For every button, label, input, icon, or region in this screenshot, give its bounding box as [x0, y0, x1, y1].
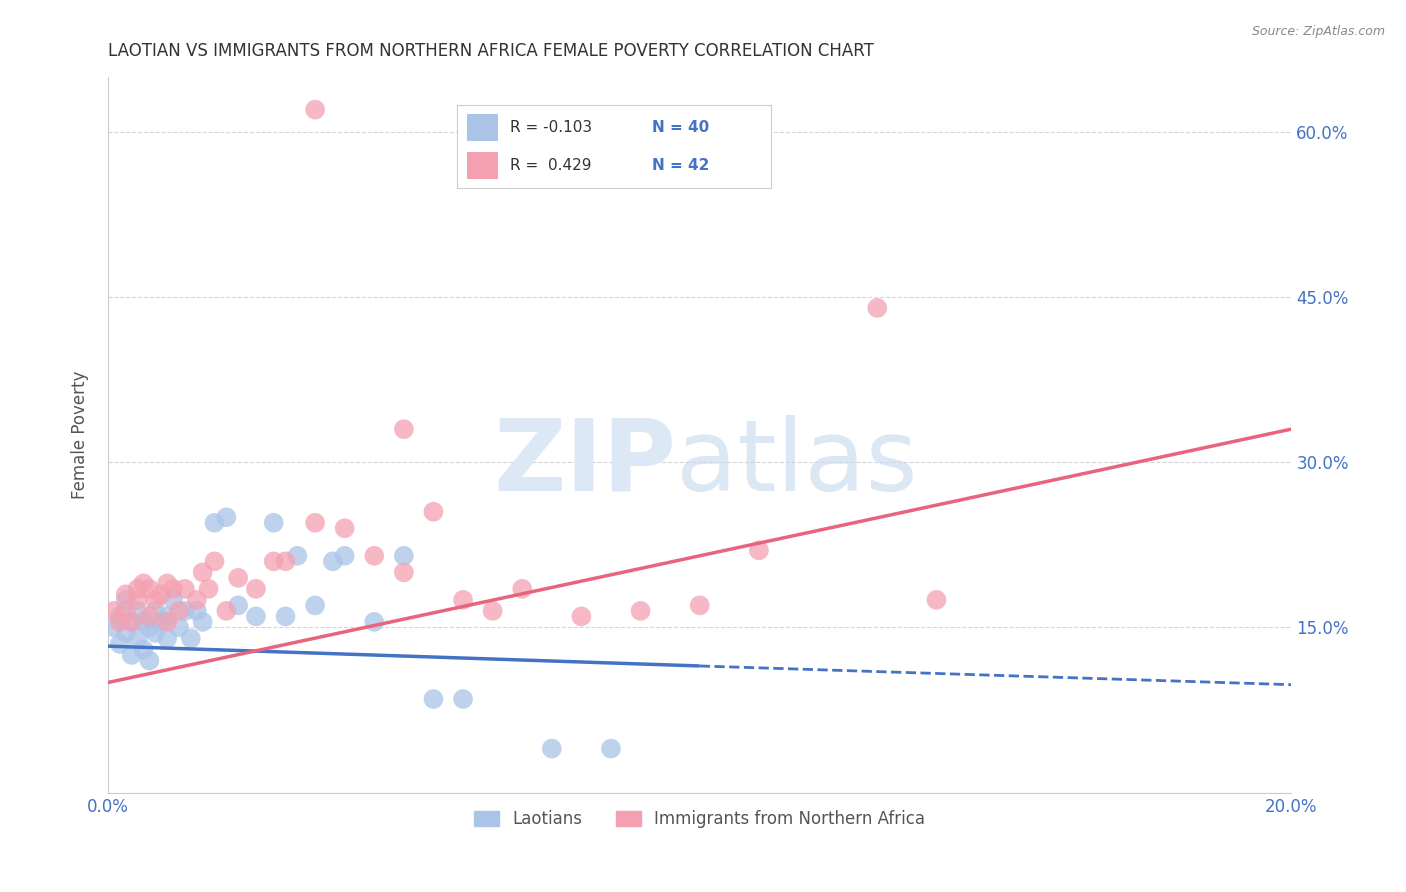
Point	[689, 599, 711, 613]
Point	[392, 422, 415, 436]
Point	[114, 626, 136, 640]
Point	[143, 592, 166, 607]
Point	[215, 510, 238, 524]
Point	[138, 620, 160, 634]
Point	[304, 516, 326, 530]
Point	[748, 543, 770, 558]
Point	[138, 582, 160, 596]
Point	[121, 615, 143, 629]
Point	[191, 566, 214, 580]
Point	[174, 582, 197, 596]
Point	[304, 103, 326, 117]
Point	[925, 592, 948, 607]
Point	[510, 582, 533, 596]
Point	[363, 549, 385, 563]
Point	[127, 582, 149, 596]
Point	[127, 604, 149, 618]
Point	[162, 592, 184, 607]
Point	[204, 516, 226, 530]
Point	[226, 571, 249, 585]
Point	[600, 741, 623, 756]
Point	[226, 599, 249, 613]
Point	[186, 592, 208, 607]
Point	[363, 615, 385, 629]
Point	[180, 632, 202, 646]
Point	[121, 648, 143, 662]
Point	[422, 505, 444, 519]
Text: Source: ZipAtlas.com: Source: ZipAtlas.com	[1251, 25, 1385, 38]
Point	[121, 615, 143, 629]
Point	[245, 609, 267, 624]
Point	[132, 642, 155, 657]
Text: atlas: atlas	[676, 415, 918, 512]
Point	[138, 609, 160, 624]
Point	[451, 592, 474, 607]
Point	[108, 609, 131, 624]
Point	[143, 604, 166, 618]
Point	[114, 592, 136, 607]
Point	[127, 592, 149, 607]
Point	[167, 604, 190, 618]
Text: ZIP: ZIP	[494, 415, 676, 512]
Point	[322, 554, 344, 568]
Point	[274, 609, 297, 624]
Point	[263, 554, 285, 568]
Point	[127, 632, 149, 646]
Point	[167, 620, 190, 634]
Point	[245, 582, 267, 596]
Point	[114, 587, 136, 601]
Point	[540, 741, 562, 756]
Point	[392, 566, 415, 580]
Point	[569, 609, 592, 624]
Point	[392, 549, 415, 563]
Point	[481, 604, 503, 618]
Point	[451, 692, 474, 706]
Point	[108, 637, 131, 651]
Point	[333, 521, 356, 535]
Point	[150, 615, 173, 629]
Point	[162, 582, 184, 596]
Text: LAOTIAN VS IMMIGRANTS FROM NORTHERN AFRICA FEMALE POVERTY CORRELATION CHART: LAOTIAN VS IMMIGRANTS FROM NORTHERN AFRI…	[108, 42, 875, 60]
Point	[132, 615, 155, 629]
Point	[333, 549, 356, 563]
Legend: Laotians, Immigrants from Northern Africa: Laotians, Immigrants from Northern Afric…	[468, 803, 932, 834]
Point	[274, 554, 297, 568]
Point	[285, 549, 308, 563]
Point	[186, 604, 208, 618]
Point	[108, 615, 131, 629]
Point	[156, 615, 179, 629]
Point	[866, 301, 889, 315]
Point	[263, 516, 285, 530]
Point	[304, 599, 326, 613]
Point	[138, 653, 160, 667]
Point	[204, 554, 226, 568]
Point	[156, 576, 179, 591]
Point	[191, 615, 214, 629]
Point	[143, 626, 166, 640]
Point	[197, 582, 219, 596]
Point	[174, 604, 197, 618]
Point	[156, 609, 179, 624]
Point	[103, 620, 125, 634]
Point	[132, 576, 155, 591]
Point	[150, 587, 173, 601]
Point	[630, 604, 652, 618]
Point	[114, 604, 136, 618]
Point	[103, 604, 125, 618]
Point	[215, 604, 238, 618]
Point	[156, 632, 179, 646]
Point	[422, 692, 444, 706]
Y-axis label: Female Poverty: Female Poverty	[72, 370, 89, 499]
